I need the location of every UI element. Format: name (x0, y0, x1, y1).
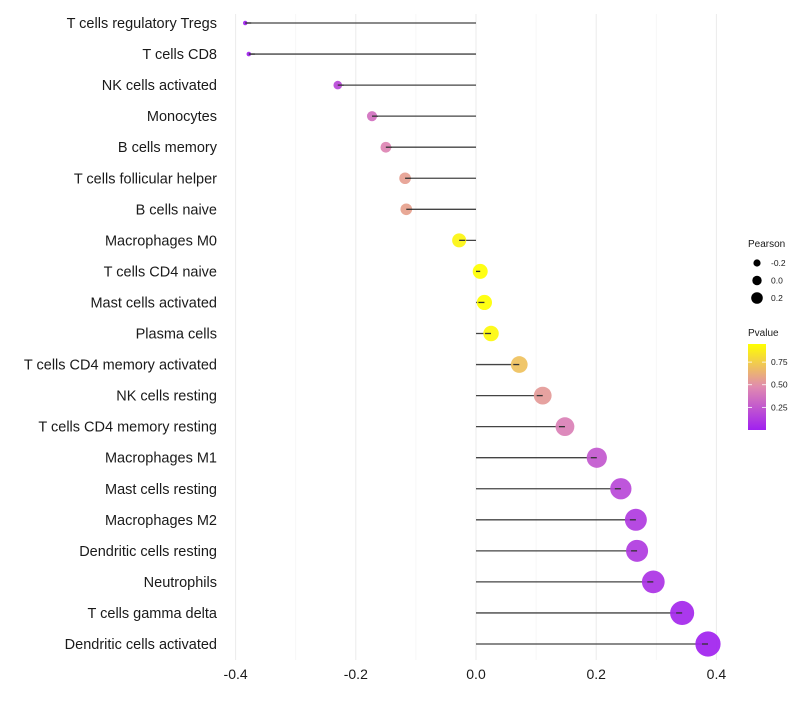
x-tick-label: 0.2 (586, 666, 606, 682)
lollipop-point (483, 325, 499, 342)
legend-size-dot (752, 275, 762, 286)
y-axis-label: Neutrophils (144, 575, 217, 591)
legend-color-ticks: 0.25 0.50 0.75 (748, 357, 788, 412)
legend-color-label: 0.50 (771, 380, 788, 390)
y-axis-label: T cells CD4 naive (104, 264, 217, 280)
legend-size-label: -0.2 (771, 258, 786, 268)
legend-size-dot (751, 292, 763, 304)
legend-size-title: Pearson (748, 239, 785, 250)
x-tick-label: -0.4 (224, 666, 248, 682)
y-axis-label: T cells gamma delta (88, 606, 218, 622)
legend-color-label: 0.75 (771, 357, 788, 367)
y-axis-label: Dendritic cells resting (79, 544, 217, 560)
y-axis-label: Macrophages M0 (105, 233, 217, 249)
y-axis-label: B cells memory (118, 140, 218, 156)
y-axis-label: Macrophages M2 (105, 513, 217, 529)
lollipop-point (366, 111, 378, 122)
y-axis-label: Plasma cells (136, 327, 217, 343)
legend: Pearson -0.2 0.0 0.2 Pvalue 0.25 0.50 0.75 (748, 239, 788, 430)
lollipop-segments (245, 22, 708, 645)
x-axis-tick-labels: -0.4 -0.2 0.0 0.2 0.4 (224, 666, 727, 682)
y-axis-label: Dendritic cells activated (65, 637, 217, 653)
y-axis-label: Mast cells activated (90, 295, 217, 311)
y-axis-label: B cells naive (136, 202, 217, 218)
legend-size-entries: -0.2 0.0 0.2 (751, 258, 786, 304)
y-axis-label: Macrophages M1 (105, 451, 217, 467)
y-axis-label: Mast cells resting (105, 482, 217, 498)
grid-lines (235, 14, 717, 660)
lollipop-points (243, 20, 721, 657)
y-axis-label: T cells CD4 memory resting (38, 420, 217, 436)
legend-color-title: Pvalue (748, 328, 779, 339)
y-axis-label: NK cells resting (116, 389, 217, 405)
x-tick-label: -0.2 (344, 666, 368, 682)
y-axis-label: T cells CD8 (142, 47, 217, 63)
x-tick-label: 0.0 (466, 666, 486, 682)
legend-color-label: 0.25 (771, 402, 788, 412)
y-axis-label: T cells CD4 memory activated (24, 358, 217, 374)
x-tick-label: 0.4 (707, 666, 727, 682)
y-axis-label: T cells regulatory Tregs (67, 16, 217, 32)
y-axis-labels: T cells regulatory Tregs T cells CD8 NK ce… (24, 16, 218, 653)
legend-size-dot (753, 259, 761, 267)
y-axis-label: T cells follicular helper (74, 171, 217, 187)
y-axis-label: Monocytes (147, 109, 217, 125)
y-axis-label: NK cells activated (102, 78, 217, 94)
lollipop-point (333, 80, 343, 90)
legend-size-label: 0.2 (771, 293, 783, 303)
legend-colorbar (748, 344, 766, 430)
legend-size-label: 0.0 (771, 276, 783, 286)
